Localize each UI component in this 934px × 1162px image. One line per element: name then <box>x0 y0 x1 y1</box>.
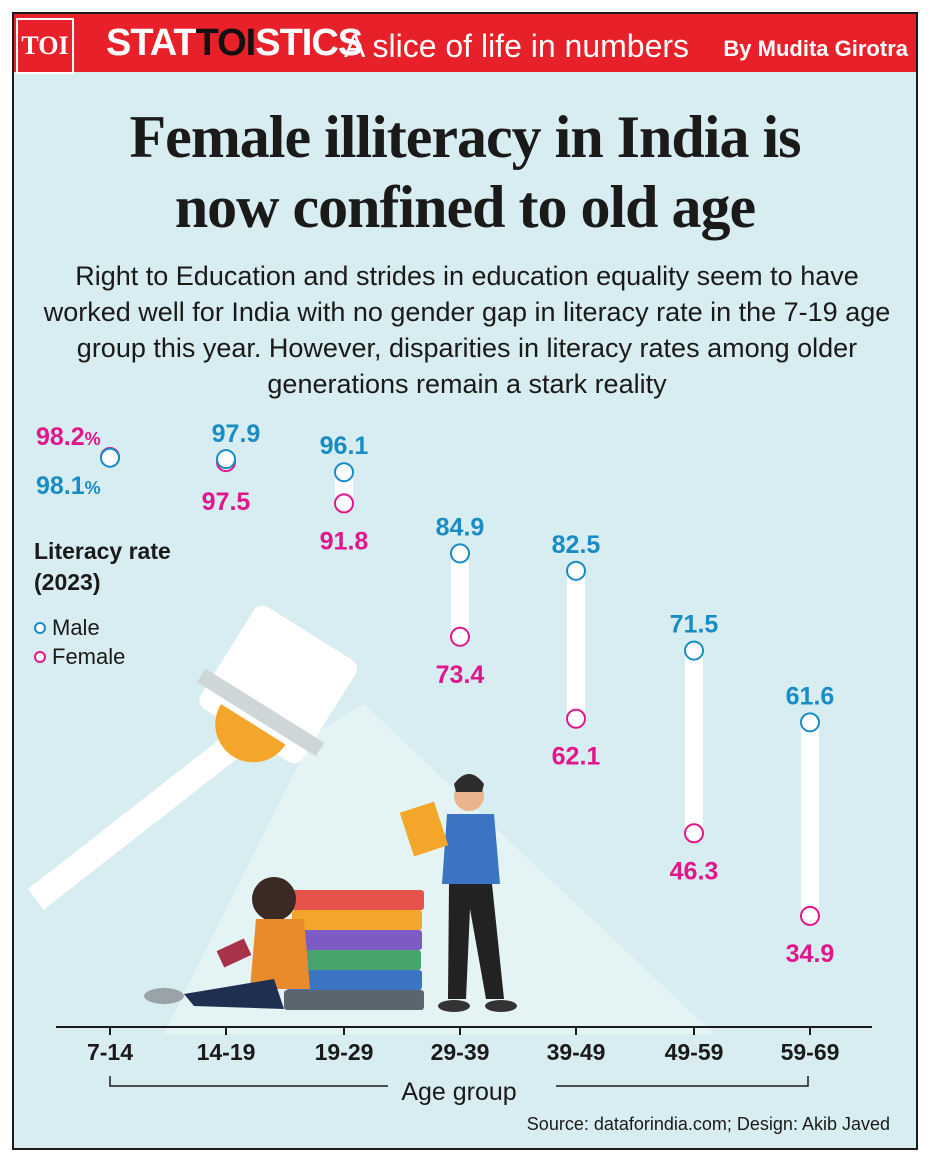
male-label-19-29: 96.1 <box>320 432 369 460</box>
infographic-frame: TOI STATTOISTICS A slice of life in numb… <box>12 12 918 1150</box>
female-label-39-49: 62.1 <box>552 743 601 771</box>
female-point-59-69 <box>800 905 820 926</box>
male-label-29-39: 84.9 <box>436 513 485 541</box>
legend-item-female: Female <box>34 644 125 670</box>
female-point-29-39 <box>450 626 470 647</box>
x-tick-label-49-59: 49-59 <box>665 1039 724 1065</box>
male-point-39-49 <box>566 560 586 581</box>
female-point-39-49 <box>566 708 586 729</box>
lamp-head <box>197 605 358 764</box>
subtitle: Right to Education and strides in educat… <box>43 261 891 399</box>
title-line-2: now confined to old age <box>174 174 756 240</box>
legend-title: Literacy rate (2023) <box>34 536 171 598</box>
age-group-bracket <box>109 1076 809 1087</box>
male-point-59-69 <box>800 712 820 733</box>
x-axis-title: Age group <box>401 1078 516 1106</box>
male-point-19-29 <box>334 462 354 483</box>
reading-illustration <box>27 605 714 1034</box>
x-tick-label-59-69: 59-69 <box>781 1039 840 1065</box>
x-tick-label-19-29: 19-29 <box>315 1039 374 1065</box>
gap-bar-59-69 <box>801 722 819 916</box>
legend-title-line-2: (2023) <box>34 569 101 595</box>
female-label-7-14: 98.2% <box>36 423 101 451</box>
x-tick-label-7-14: 7-14 <box>87 1039 133 1065</box>
female-label-14-19: 97.5 <box>202 488 251 516</box>
female-circle-icon <box>34 651 46 663</box>
book-stack-icon <box>284 890 424 1010</box>
female-point-19-29 <box>334 493 354 514</box>
female-point-49-59 <box>684 823 704 844</box>
byline: By Mudita Girotra <box>723 36 908 61</box>
page-title: Female illiteracy in India is now confin… <box>14 102 916 242</box>
plot-layer: 98.2% 98.1% 97.9 97.5 96.1 91.8 84.9 73.4 82.5 62… <box>36 420 834 968</box>
x-tick-label-29-39: 29-39 <box>431 1039 490 1065</box>
brand-post: STICS <box>255 22 363 64</box>
x-tick-label-14-19: 14-19 <box>197 1039 256 1065</box>
standing-reader-icon <box>399 774 517 1012</box>
lamp-arm <box>27 704 281 910</box>
gap-bar-49-59 <box>685 650 703 834</box>
male-label-59-69: 61.6 <box>786 682 835 710</box>
legend-label-male: Male <box>52 615 100 640</box>
male-point-7-14 <box>100 447 120 468</box>
male-circle-icon <box>34 622 46 634</box>
female-label-29-39: 73.4 <box>436 661 485 689</box>
literacy-chart: 98.2% 98.1% 97.9 97.5 96.1 91.8 84.9 73.4 82.5 62… <box>27 420 872 1106</box>
header-banner: TOI STATTOISTICS A slice of life in numb… <box>14 14 916 74</box>
female-label-59-69: 34.9 <box>786 940 835 968</box>
x-tick-label-39-49: 39-49 <box>547 1039 606 1065</box>
brand-mid: TOI <box>195 22 257 64</box>
male-label-49-59: 71.5 <box>670 611 719 639</box>
male-point-29-39 <box>450 543 470 564</box>
male-point-49-59 <box>684 640 704 661</box>
gap-bar-39-49 <box>567 570 585 719</box>
brand-pre: STAT <box>106 22 197 64</box>
male-point-14-19 <box>216 449 236 470</box>
female-label-49-59: 46.3 <box>670 857 719 885</box>
x-axis-ticks: 7-14 14-19 19-29 29-39 39-49 49-59 59-69 <box>87 1027 839 1065</box>
sitting-reader-icon <box>144 877 310 1009</box>
toi-logo: TOI <box>16 18 74 74</box>
legend-item-male: Male <box>34 615 100 641</box>
legend-label-female: Female <box>52 644 126 669</box>
legend-title-line-1: Literacy rate <box>34 538 171 564</box>
brand-name: STATTOISTICS <box>106 22 363 65</box>
female-label-19-29: 91.8 <box>320 527 369 555</box>
male-label-39-49: 82.5 <box>552 531 601 559</box>
male-label-7-14: 98.1% <box>36 472 101 500</box>
tagline: A slice of life in numbers <box>344 28 690 64</box>
gap-bar-29-39 <box>451 553 469 637</box>
title-line-1: Female illiteracy in India is <box>129 104 802 170</box>
male-label-14-19: 97.9 <box>212 420 261 448</box>
source-note: Source: dataforindia.com; Design: Akib J… <box>526 1114 890 1134</box>
